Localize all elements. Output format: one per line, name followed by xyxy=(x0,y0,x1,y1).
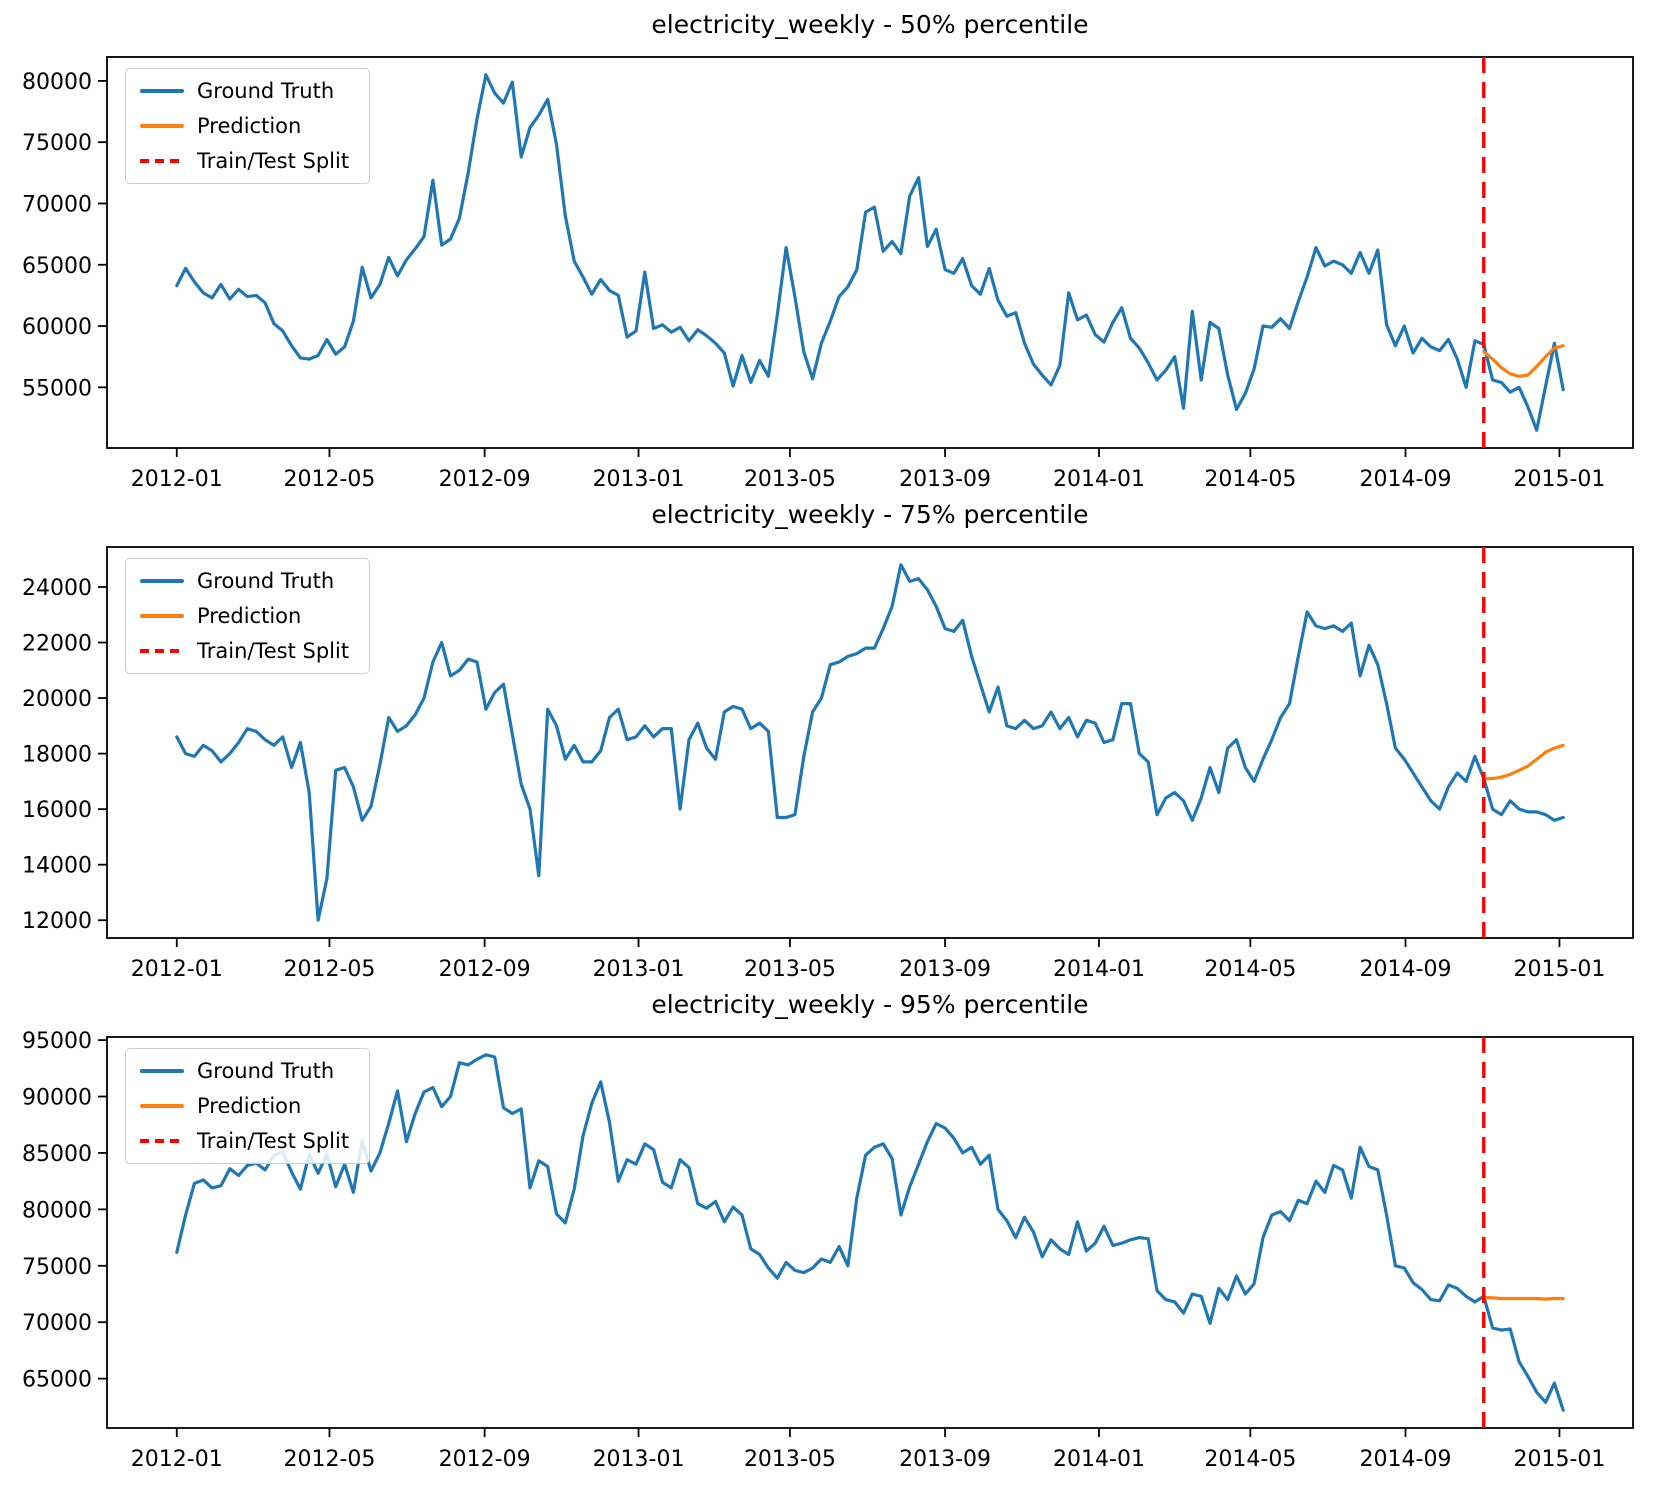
x-tick-label: 2012-05 xyxy=(283,467,375,490)
legend-item-ground-truth: Ground Truth xyxy=(140,78,349,104)
y-tick-label: 85000 xyxy=(22,1142,92,1167)
x-tick-label: 2015-01 xyxy=(1513,467,1605,490)
legend-item-split: Train/Test Split xyxy=(140,638,349,664)
x-tick-label: 2013-01 xyxy=(593,957,685,980)
chart-title: electricity_weekly - 50% percentile xyxy=(651,10,1089,39)
y-tick-label: 80000 xyxy=(22,70,92,95)
y-tick-label: 20000 xyxy=(22,687,92,712)
x-tick-label: 2013-05 xyxy=(744,1447,836,1472)
ground-truth-line-swatch xyxy=(140,579,184,583)
legend-label-split: Train/Test Split xyxy=(197,149,350,173)
legend-label-split: Train/Test Split xyxy=(197,639,350,663)
x-tick-label: 2015-01 xyxy=(1513,1447,1605,1472)
x-tick-label: 2014-01 xyxy=(1053,1447,1145,1472)
ground-truth-line-swatch xyxy=(140,89,184,93)
chart-50-percentile: electricity_weekly - 50% percentile 5500… xyxy=(0,0,1661,490)
x-tick-label: 2013-09 xyxy=(899,467,991,490)
x-tick-label: 2012-01 xyxy=(131,957,223,980)
legend-item-prediction: Prediction xyxy=(140,603,349,629)
split-line-swatch xyxy=(140,1139,184,1143)
legend-item-prediction: Prediction xyxy=(140,113,349,139)
x-tick-label: 2012-09 xyxy=(439,1447,531,1472)
prediction-line-swatch xyxy=(140,124,184,128)
prediction-line xyxy=(1482,743,1565,781)
y-tick-label: 18000 xyxy=(22,743,92,768)
legend-item-ground-truth: Ground Truth xyxy=(140,1058,349,1084)
y-tick-label: 65000 xyxy=(22,1368,92,1393)
x-tick-label: 2013-05 xyxy=(744,957,836,980)
x-tick-label: 2013-09 xyxy=(899,957,991,980)
x-tick-label: 2014-09 xyxy=(1360,957,1452,980)
x-tick-label: 2013-01 xyxy=(593,467,685,490)
x-tick-label: 2014-01 xyxy=(1053,957,1145,980)
chart-95-percentile: electricity_weekly - 95% percentile 6500… xyxy=(0,980,1661,1495)
legend-label-ground-truth: Ground Truth xyxy=(197,79,335,103)
y-tick-label: 75000 xyxy=(22,131,92,156)
y-tick-label: 60000 xyxy=(22,315,92,340)
x-tick-label: 2012-05 xyxy=(283,1447,375,1472)
legend-label-ground-truth: Ground Truth xyxy=(197,569,335,593)
x-tick-label: 2012-05 xyxy=(283,957,375,980)
x-tick-label: 2014-09 xyxy=(1360,467,1452,490)
y-tick-label: 24000 xyxy=(22,576,92,601)
y-tick-label: 12000 xyxy=(22,909,92,934)
split-line-swatch xyxy=(140,649,184,653)
x-tick-label: 2014-05 xyxy=(1204,467,1296,490)
legend-item-prediction: Prediction xyxy=(140,1093,349,1119)
x-tick-label: 2014-05 xyxy=(1204,1447,1296,1472)
prediction-line-swatch xyxy=(140,1104,184,1108)
y-tick-label: 95000 xyxy=(22,1029,92,1054)
legend-item-ground-truth: Ground Truth xyxy=(140,568,349,594)
y-tick-label: 14000 xyxy=(22,854,92,879)
prediction-line xyxy=(1482,344,1565,378)
ground-truth-line xyxy=(175,73,1565,432)
chart-75-percentile: electricity_weekly - 75% percentile 1200… xyxy=(0,490,1661,980)
x-tick-label: 2014-05 xyxy=(1204,957,1296,980)
y-tick-label: 65000 xyxy=(22,254,92,279)
x-tick-label: 2012-09 xyxy=(439,957,531,980)
y-tick-label: 70000 xyxy=(22,192,92,217)
x-tick-label: 2014-09 xyxy=(1360,1447,1452,1472)
x-tick-label: 2013-09 xyxy=(899,1447,991,1472)
chart-title: electricity_weekly - 75% percentile xyxy=(651,500,1089,529)
legend: Ground Truth Prediction Train/Test Split xyxy=(125,1048,371,1164)
y-tick-label: 80000 xyxy=(22,1198,92,1223)
ground-truth-line xyxy=(175,1053,1565,1412)
x-tick-label: 2012-01 xyxy=(131,1447,223,1472)
ground-truth-line xyxy=(175,563,1565,922)
x-tick-label: 2012-01 xyxy=(131,467,223,490)
y-tick-label: 70000 xyxy=(22,1311,92,1336)
legend: Ground Truth Prediction Train/Test Split xyxy=(125,68,371,184)
legend-item-split: Train/Test Split xyxy=(140,148,349,174)
y-tick-label: 22000 xyxy=(22,632,92,657)
x-tick-label: 2013-01 xyxy=(593,1447,685,1472)
legend-label-ground-truth: Ground Truth xyxy=(197,1059,335,1083)
x-tick-label: 2015-01 xyxy=(1513,957,1605,980)
y-tick-label: 16000 xyxy=(22,798,92,823)
legend-label-prediction: Prediction xyxy=(197,604,302,628)
legend-item-split: Train/Test Split xyxy=(140,1128,349,1154)
chart-title: electricity_weekly - 95% percentile xyxy=(651,990,1089,1019)
y-tick-label: 75000 xyxy=(22,1255,92,1280)
y-tick-label: 55000 xyxy=(22,376,92,401)
x-tick-label: 2014-01 xyxy=(1053,467,1145,490)
legend-label-prediction: Prediction xyxy=(197,1094,302,1118)
prediction-line-swatch xyxy=(140,614,184,618)
legend: Ground Truth Prediction Train/Test Split xyxy=(125,558,371,674)
split-line-swatch xyxy=(140,159,184,163)
y-tick-label: 90000 xyxy=(22,1086,92,1111)
prediction-line xyxy=(1482,1295,1565,1301)
ground-truth-line-swatch xyxy=(140,1069,184,1073)
legend-label-prediction: Prediction xyxy=(197,114,302,138)
x-tick-label: 2013-05 xyxy=(744,467,836,490)
legend-label-split: Train/Test Split xyxy=(197,1129,350,1153)
x-tick-label: 2012-09 xyxy=(439,467,531,490)
